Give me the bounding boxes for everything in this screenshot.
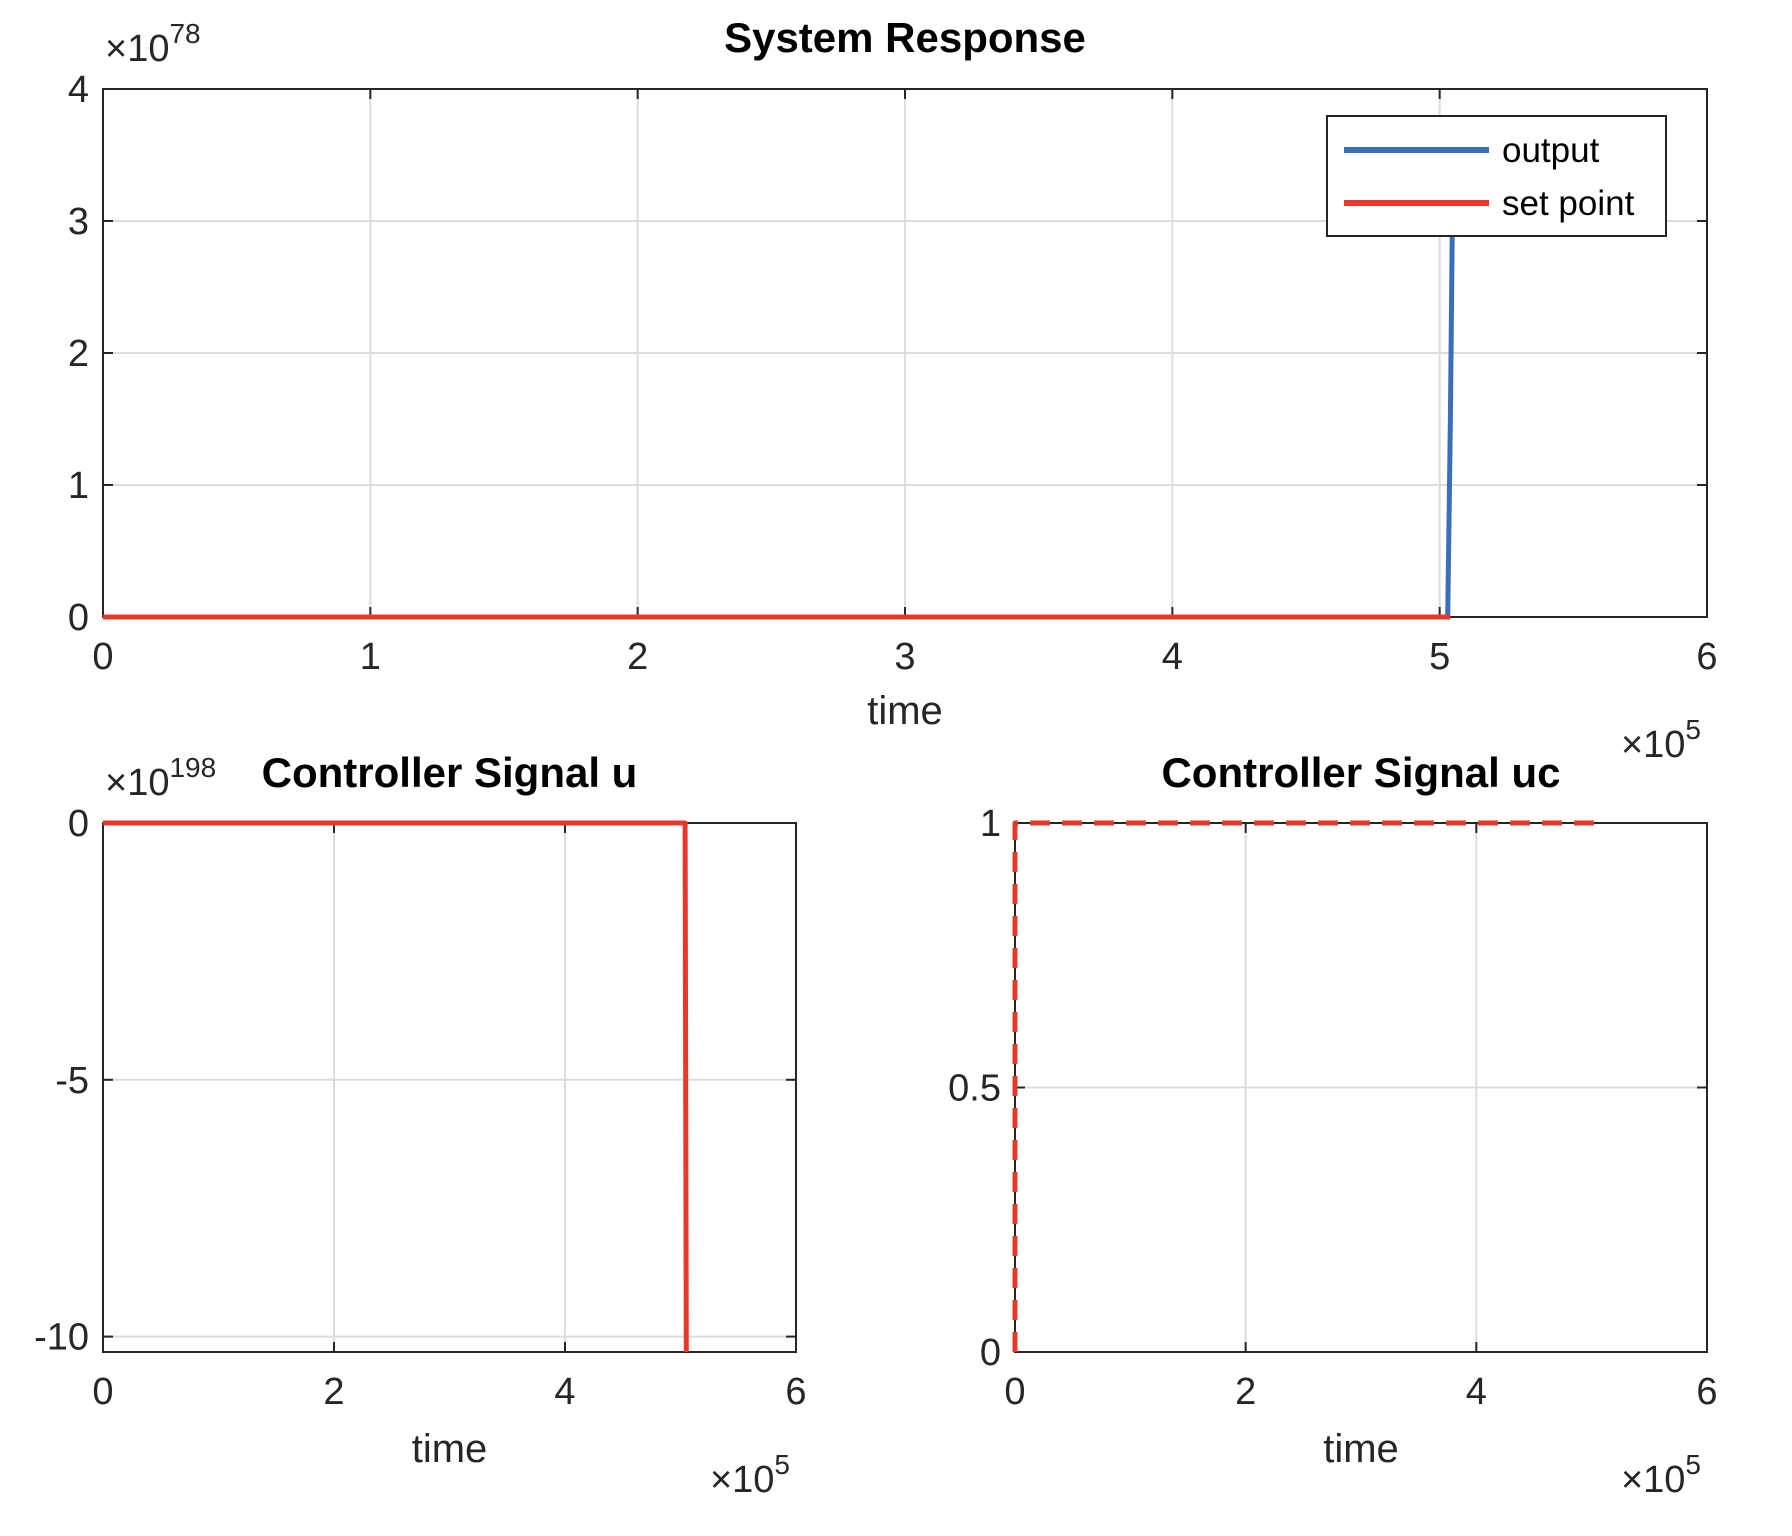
x-exponent: 5: [1685, 1449, 1701, 1480]
x-exponent: 5: [1685, 714, 1701, 745]
x-tick-label: 0: [92, 1371, 113, 1413]
series-line-1: [1012, 820, 1597, 1352]
x-axis-label: time: [1323, 1427, 1399, 1471]
legend-label: set point: [1502, 184, 1635, 223]
y-tick-label: 0.5: [948, 1068, 1001, 1110]
legend-box: [1326, 115, 1667, 237]
x-tick-label: 2: [323, 1371, 344, 1413]
y-tick-label: 3: [68, 201, 89, 243]
x-tick-label: 0: [1004, 1371, 1025, 1413]
x-multiplier: ×105: [1621, 1449, 1701, 1501]
plot-area: [103, 823, 796, 1352]
x-axis-label: time: [867, 689, 943, 733]
x-tick-label: 4: [1162, 636, 1183, 678]
y-tick-label: 4: [68, 69, 89, 111]
x-tick-label: 2: [1235, 1371, 1256, 1413]
x-multiplier: ×105: [710, 1449, 790, 1501]
chart-1: 0 1 2 3 4 5 6 0 1 2 3 4 System Response time ×105 ×1078…: [68, 14, 1718, 766]
y-multiplier: ×10198: [105, 752, 216, 804]
x-axis-label: time: [412, 1427, 488, 1471]
chart-title: System Response: [724, 14, 1086, 61]
y-tick-label: 1: [980, 803, 1001, 845]
y-tick-label: 1: [68, 465, 89, 507]
x-tick-label: 0: [92, 636, 113, 678]
legend: output set point: [1326, 115, 1667, 237]
x-tick-label: 2: [627, 636, 648, 678]
x-exponent: 5: [774, 1449, 790, 1480]
legend-label: output: [1502, 131, 1600, 170]
x-tick-label: 5: [1429, 636, 1450, 678]
y-tick-label: -10: [34, 1317, 89, 1359]
chart-title: Controller Signal uc: [1161, 749, 1560, 796]
x-multiplier: ×105: [1621, 714, 1701, 766]
x-tick-label: 6: [1696, 1371, 1717, 1413]
x-tick-label: 6: [1696, 636, 1717, 678]
y-multiplier: ×1078: [105, 18, 201, 70]
x-tick-label: 4: [554, 1371, 575, 1413]
x-tick-label: 4: [1466, 1371, 1487, 1413]
chart-3: 0 2 4 6 0 0.5 1 Controller Signal uc time ×105: [948, 749, 1717, 1501]
series-line-1: [103, 820, 689, 1353]
y-tick-label: 0: [980, 1332, 1001, 1374]
y-tick-label: 0: [68, 803, 89, 845]
x-tick-label: 3: [894, 636, 915, 678]
y-exponent: 78: [169, 18, 200, 49]
chart-title: Controller Signal u: [262, 749, 638, 796]
y-tick-label: 0: [68, 597, 89, 639]
y-tick-label: -5: [55, 1060, 89, 1102]
x-tick-label: 1: [360, 636, 381, 678]
y-tick-label: 2: [68, 333, 89, 375]
x-tick-label: 6: [785, 1371, 806, 1413]
y-exponent: 198: [169, 752, 216, 783]
chart-2: 0 2 4 6 0 -5 -10 Controller Signal u time ×105 ×10…: [34, 749, 806, 1501]
